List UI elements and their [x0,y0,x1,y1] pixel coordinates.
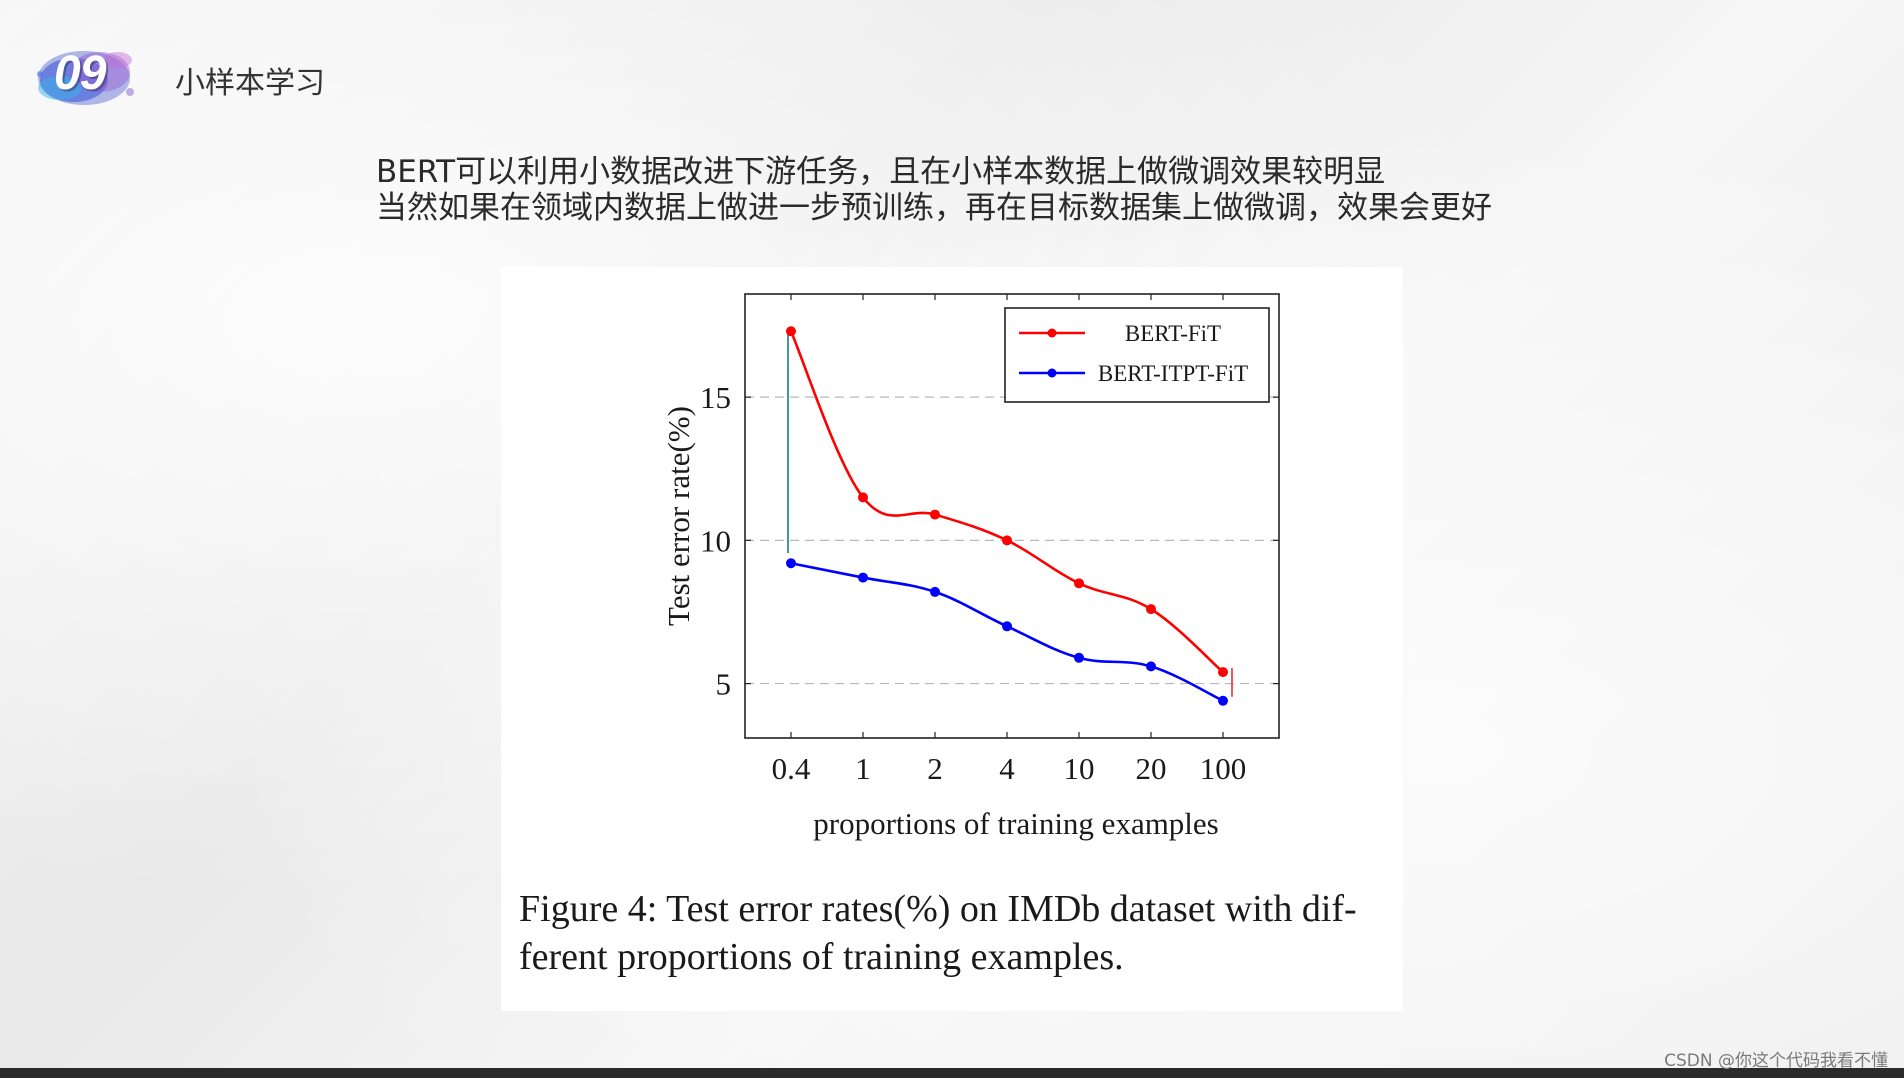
caption-line-1: Figure 4: Test error rates(%) on IMDb da… [519,888,1357,930]
legend-entry-label: BERT-ITPT-FiT [1098,361,1248,386]
body-text-line-1: BERT可以利用小数据改进下游任务，且在小样本数据上做微调效果较明显 [376,154,1386,190]
section-number-badge: 09 [30,40,142,114]
x-axis-label: proportions of training examples [813,806,1219,841]
y-tick-label: 15 [700,380,731,415]
watercolor-splash-icon [37,51,134,105]
section-number: 09 [54,47,106,100]
data-point [786,326,796,337]
legend-swatch-marker [1047,328,1057,338]
x-tick-label: 4 [999,751,1015,786]
body-text-line-2: 当然如果在领域内数据上做进一步预训练，再在目标数据集上做微调，效果会更好 [376,190,1492,226]
data-point [1218,667,1228,678]
data-point [1074,578,1084,589]
data-point [786,558,796,569]
section-title: 小样本学习 [175,66,325,101]
data-point [1218,695,1228,706]
figure-caption: Figure 4: Test error rates(%) on IMDb da… [519,885,1389,981]
data-point [1146,604,1156,615]
data-point [1002,535,1012,546]
x-tick-label: 10 [1064,751,1095,786]
line-chart: 5 10 15 0.4 1 2 4 10 20 100 proportions of trainin… [661,293,1280,841]
data-point [930,509,940,520]
y-tick-label: 5 [716,667,732,702]
legend-entry-label: BERT-FiT [1125,321,1221,346]
x-tick-label: 2 [927,751,943,786]
plot-frame [744,293,1280,739]
data-point [1002,621,1012,632]
y-axis-label: Test error rate(%) [661,406,696,626]
data-point [1146,661,1156,672]
legend-swatch-marker [1047,368,1057,378]
figure-panel: 5 10 15 0.4 1 2 4 10 20 100 proportions of trainin… [501,267,1403,1011]
y-tick-label: 10 [700,523,731,558]
caption-line-2: ferent proportions of training examples. [519,936,1124,978]
watermark: CSDN @你这个代码我看不懂 [1664,1051,1888,1071]
x-tick-label: 1 [855,751,871,786]
data-point [930,586,940,597]
legend-box [1004,307,1270,403]
data-point [858,572,868,583]
series-line-2 [790,561,1224,702]
x-tick-label: 20 [1136,751,1167,786]
data-point [1074,652,1084,663]
data-point [858,492,868,503]
x-tick-label: 0.4 [772,751,811,786]
x-tick-label: 100 [1200,751,1247,786]
bottom-bar [0,1068,1904,1078]
